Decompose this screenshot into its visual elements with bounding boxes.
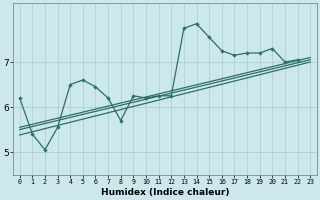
X-axis label: Humidex (Indice chaleur): Humidex (Indice chaleur) [101,188,229,197]
